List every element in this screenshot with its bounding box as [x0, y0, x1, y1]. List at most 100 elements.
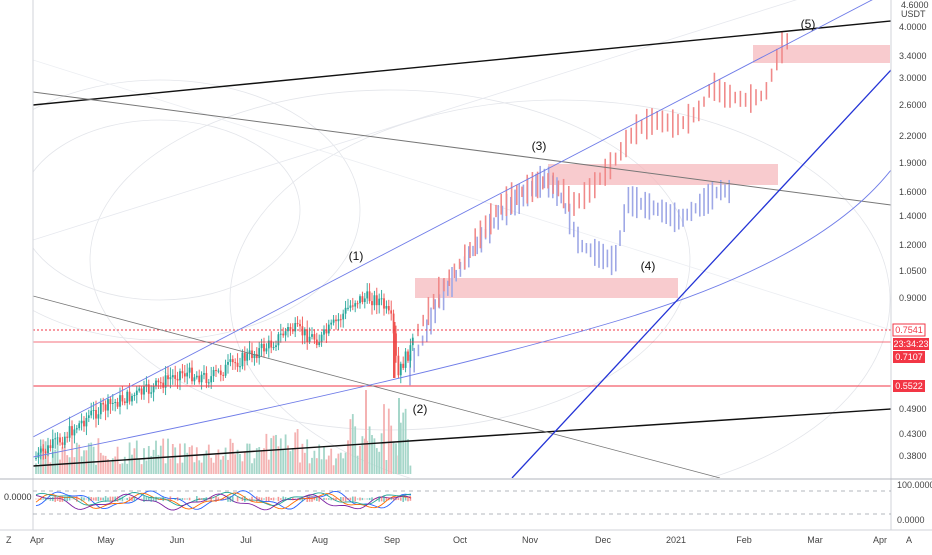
oscillator-histogram: [117, 496, 119, 501]
oscillator-histogram: [76, 496, 78, 501]
oscillator-histogram: [150, 496, 152, 502]
volume-bar: [76, 443, 78, 474]
corner-left: Z: [6, 535, 12, 545]
volume-bar: [410, 466, 412, 474]
candle-body: [338, 319, 340, 321]
volume-bar: [328, 456, 330, 474]
volume-bar: [93, 447, 95, 474]
volume-bar: [196, 447, 198, 474]
wave-label-3: (3): [532, 139, 547, 153]
oscillator-histogram: [215, 496, 217, 502]
candle-body: [40, 448, 42, 452]
oscillator-histogram: [196, 496, 198, 502]
oscillator-histogram: [88, 497, 90, 502]
oscillator-histogram: [287, 498, 289, 500]
candle-body: [105, 404, 107, 410]
oscillator-histogram: [93, 498, 95, 501]
oscillator-histogram: [311, 496, 313, 502]
candle-body: [160, 382, 162, 383]
oscillator-histogram: [357, 499, 359, 500]
price-badge-3: 0.5522: [893, 380, 925, 392]
candle-body: [366, 291, 368, 298]
oscillator-histogram: [208, 499, 210, 500]
candle-body: [266, 348, 268, 351]
svg-text:23:34:23: 23:34:23: [893, 339, 928, 349]
volume-bar: [335, 458, 337, 474]
oscillator-histogram: [378, 496, 380, 501]
candle-body: [400, 364, 402, 375]
price-tick-label: 0.4300: [899, 429, 927, 439]
volume-bar: [261, 450, 263, 474]
oscillator-histogram: [124, 499, 126, 500]
candle-body: [333, 320, 335, 323]
volume-bar: [365, 390, 367, 474]
oscillator-histogram: [362, 498, 364, 500]
oscillator-histogram: [129, 497, 131, 501]
wave-label-1: (1): [349, 249, 364, 263]
price-tick-label: 1.6000: [899, 187, 927, 197]
candle-body: [340, 319, 342, 320]
oscillator-histogram: [203, 498, 205, 500]
oscillator-histogram: [222, 499, 224, 500]
candle-body: [371, 301, 373, 305]
volume-bar: [225, 448, 227, 474]
volume-bar: [275, 435, 277, 474]
price-badge-0: 0.7541: [893, 324, 925, 336]
oscillator-histogram: [273, 498, 275, 501]
volume-bar: [266, 434, 268, 474]
volume-bar: [280, 438, 282, 474]
oscillator-histogram: [318, 496, 320, 501]
candle-body: [47, 445, 49, 453]
time-label: Feb: [736, 535, 752, 545]
volume-bar: [244, 452, 246, 474]
oscillator-histogram: [62, 496, 64, 502]
volume-bar: [268, 460, 270, 474]
oscillator-histogram: [110, 497, 112, 502]
candle-body: [76, 428, 78, 429]
volume-bar: [215, 455, 217, 474]
oscillator-histogram: [112, 497, 114, 502]
oscillator-histogram: [198, 498, 200, 500]
volume-bar: [290, 451, 292, 474]
price-tick-label: 2.6000: [899, 100, 927, 110]
volume-bar: [138, 459, 140, 474]
candle-body: [405, 352, 407, 368]
volume-bar: [251, 463, 253, 474]
oscillator-histogram: [359, 498, 361, 501]
candle-body: [69, 426, 71, 438]
oscillator-histogram: [366, 499, 368, 500]
candle-body: [64, 437, 66, 445]
candle-body: [62, 442, 64, 444]
volume-bar: [100, 453, 102, 474]
zone-upper: [753, 45, 890, 63]
candle-body: [182, 371, 184, 373]
oscillator-histogram: [162, 497, 164, 501]
candle-body: [297, 323, 299, 324]
oscillator-histogram: [86, 499, 88, 500]
volume-bar: [386, 460, 388, 474]
volume-bar: [110, 462, 112, 474]
candle-body: [124, 401, 126, 403]
candle-body: [388, 306, 390, 310]
oscillator-histogram: [126, 498, 128, 500]
oscillator-histogram: [114, 497, 116, 502]
oscillator-histogram: [134, 497, 136, 502]
volume-bar: [297, 429, 299, 474]
volume-bar: [350, 419, 352, 474]
candle-body: [381, 298, 383, 299]
candle-body: [100, 403, 102, 414]
oscillator-histogram: [69, 498, 71, 501]
volume-bar: [345, 453, 347, 474]
oscillator-histogram: [292, 498, 294, 501]
price-badge-2: 0.7107: [893, 351, 925, 363]
oscillator-histogram: [242, 497, 244, 501]
candle-body: [237, 363, 239, 367]
candle-body: [309, 337, 311, 342]
volume-bar: [134, 448, 136, 474]
time-label: Mar: [807, 535, 823, 545]
volume-bar: [162, 439, 164, 474]
oscillator-histogram: [102, 498, 104, 501]
oscillator-histogram: [347, 498, 349, 500]
candle-body: [93, 410, 95, 411]
